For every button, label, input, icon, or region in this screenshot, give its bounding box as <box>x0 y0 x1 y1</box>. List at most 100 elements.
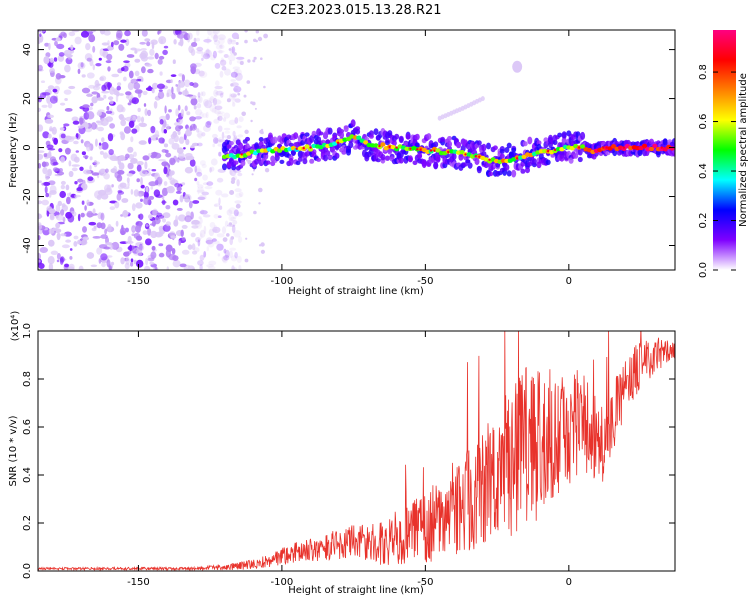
heatmap-ridge-peak <box>309 146 312 149</box>
spectrogram-x-tick-label: -50 <box>417 276 433 287</box>
heatmap-noise-blob <box>200 91 204 97</box>
heatmap-noise-blob <box>66 196 71 205</box>
heatmap-noise-dot <box>244 30 248 33</box>
heatmap-noise-blob <box>196 128 200 133</box>
heatmap-ridge-halo <box>339 131 345 139</box>
heatmap-noise-blob <box>86 143 91 152</box>
snr-x-tick-label: -150 <box>127 577 150 588</box>
heatmap-noise-blob <box>206 98 214 101</box>
heatmap-ridge-halo <box>453 138 459 143</box>
heatmap-noise-blob <box>238 191 244 198</box>
heatmap-noise-blob <box>219 44 225 50</box>
heatmap-noise-blob <box>111 184 114 188</box>
heatmap-noise-blob <box>162 218 166 223</box>
heatmap-noise-blob <box>163 143 169 148</box>
heatmap-noise-blob <box>133 232 141 239</box>
heatmap-noise-blob <box>136 161 144 166</box>
heatmap-noise-blob <box>224 220 229 228</box>
heatmap-noise-blob <box>116 174 123 182</box>
heatmap-noise-blob <box>197 184 204 189</box>
heatmap-noise-dot <box>257 36 263 42</box>
heatmap-noise-blob <box>172 259 181 268</box>
heatmap-noise-dot <box>260 57 263 60</box>
heatmap-noise-blob <box>145 186 149 193</box>
heatmap-noise-blob <box>201 52 208 58</box>
heatmap-ridge-halo <box>465 159 471 164</box>
heatmap-noise-blob <box>165 113 170 121</box>
heatmap-noise-blob <box>233 88 238 92</box>
heatmap-noise-blob <box>42 167 48 175</box>
heatmap-noise-blob <box>221 65 227 71</box>
heatmap-noise-dot <box>258 202 261 205</box>
heatmap-noise-blob <box>235 72 243 81</box>
heatmap-noise-dot <box>244 258 249 263</box>
heatmap-noise-blob <box>38 259 41 263</box>
heatmap-noise-blob <box>118 93 124 96</box>
heatmap-noise-blob <box>184 166 193 174</box>
heatmap-noise-blob <box>84 205 87 211</box>
heatmap-noise-blob <box>213 39 221 46</box>
heatmap-noise-blob <box>190 232 196 238</box>
heatmap-noise-blob <box>179 263 187 268</box>
heatmap-noise-blob <box>128 70 134 79</box>
heatmap-noise-blob <box>169 157 176 166</box>
heatmap-noise-dot <box>263 33 268 39</box>
heatmap-noise-blob <box>159 119 164 125</box>
heatmap-noise-blob <box>138 193 142 198</box>
heatmap-noise-blob <box>109 123 115 129</box>
heatmap-ridge-halo <box>481 151 487 156</box>
heatmap-noise-blob <box>48 262 54 270</box>
heatmap-noise-blob <box>210 31 219 39</box>
heatmap-noise-blob <box>133 151 137 157</box>
heatmap-noise-blob <box>221 226 227 235</box>
heatmap-noise-blob <box>237 134 244 138</box>
spectrogram-y-tick-label: 20 <box>22 92 33 105</box>
heatmap-noise-dot <box>260 128 264 132</box>
heatmap-noise-blob <box>161 187 168 197</box>
heatmap-noise-blob <box>204 186 213 190</box>
heatmap-ridge-peak <box>336 141 340 144</box>
heatmap-noise-blob <box>213 118 220 124</box>
heatmap-noise-blob <box>55 73 62 80</box>
heatmap-noise-blob <box>229 250 233 258</box>
heatmap-noise-blob <box>167 174 172 180</box>
heatmap-noise-blob <box>65 239 71 243</box>
heatmap-noise-dot <box>254 107 257 110</box>
heatmap-noise-dot <box>226 98 231 103</box>
heatmap-ridge-halo <box>412 160 418 166</box>
heatmap-noise-blob <box>211 107 217 114</box>
heatmap-noise-blob <box>210 166 215 172</box>
heatmap-noise-blob <box>87 176 94 181</box>
heatmap-noise-blob <box>207 239 215 248</box>
heatmap-noise-blob <box>143 103 147 107</box>
heatmap-noise-blob <box>219 70 224 78</box>
heatmap-noise-blob <box>232 94 237 101</box>
heatmap-noise-dot <box>235 42 239 45</box>
heatmap-noise-blob <box>49 57 54 63</box>
heatmap-noise-blob <box>166 266 169 270</box>
heatmap-noise-blob <box>85 43 91 51</box>
heatmap-faint-streak <box>480 96 485 102</box>
heatmap-noise-layer <box>38 30 270 270</box>
heatmap-noise-blob <box>44 185 48 194</box>
heatmap-noise-blob <box>217 113 224 118</box>
heatmap-noise-blob <box>229 60 232 66</box>
heatmap-noise-blob <box>45 192 49 198</box>
heatmap-noise-blob <box>193 62 202 67</box>
heatmap-noise-blob <box>120 257 125 265</box>
heatmap-ridge-core <box>662 147 668 152</box>
heatmap-noise-blob <box>96 111 102 116</box>
heatmap-noise-blob <box>117 82 122 86</box>
heatmap-noise-blob <box>233 216 237 220</box>
heatmap-noise-blob <box>79 166 84 171</box>
heatmap-ridge-core <box>277 148 283 153</box>
heatmap-ridge-halo <box>302 158 308 165</box>
heatmap-noise-blob <box>226 209 233 216</box>
heatmap-noise-blob <box>230 71 238 78</box>
heatmap-noise-blob <box>229 247 237 251</box>
heatmap-noise-blob <box>58 52 65 57</box>
heatmap-noise-blob <box>42 131 50 139</box>
heatmap-noise-blob <box>175 108 179 117</box>
spectrogram-y-tick-label: 0 <box>22 144 33 150</box>
heatmap-ridge-halo <box>476 140 482 146</box>
